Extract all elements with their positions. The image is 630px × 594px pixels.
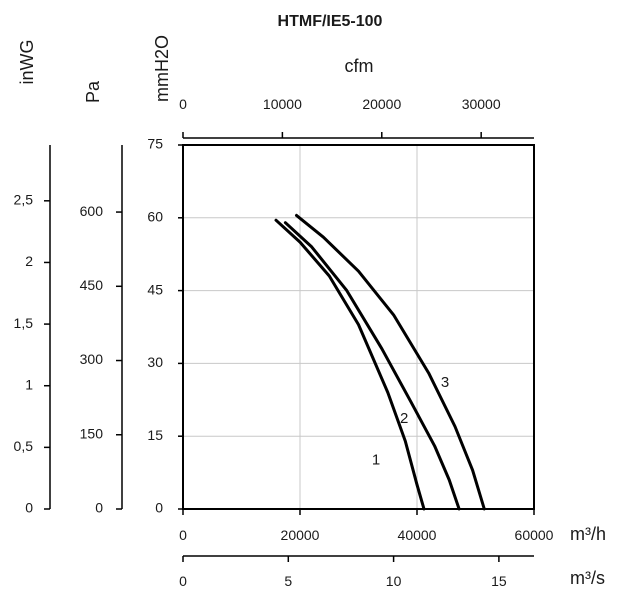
- m3h-tick-label: 0: [179, 527, 187, 543]
- curve-3: [295, 213, 486, 511]
- cfm-axis: 0 10000 20000 30000: [179, 96, 534, 139]
- pa-tick-label: 300: [80, 351, 104, 367]
- inwg-axis: 0 0,5 1 1,5 2 2,5: [14, 145, 51, 516]
- curve-labels: 1 2 3: [372, 374, 449, 469]
- pa-tick-label: 600: [80, 203, 104, 219]
- m3h-axis: 0 20000 40000 60000: [179, 509, 554, 543]
- mmh2o-tick-label: 0: [155, 500, 163, 516]
- inwg-tick-label: 2: [25, 253, 33, 269]
- pa-tick-label: 0: [95, 500, 103, 516]
- pa-unit-label: Pa: [83, 80, 103, 103]
- mmh2o-tick-label: 45: [147, 281, 163, 297]
- pa-axis: 0 150 300 450 600: [80, 145, 123, 516]
- m3s-tick-label: 10: [386, 573, 402, 589]
- m3s-unit-label: m³/s: [570, 568, 605, 588]
- inwg-tick-label: 1: [25, 376, 33, 392]
- curve-2: [283, 221, 461, 511]
- m3s-tick-label: 5: [284, 573, 292, 589]
- cfm-tick-label: 30000: [462, 96, 501, 112]
- inwg-unit-label: inWG: [17, 40, 37, 85]
- mmh2o-axis: 0 15 30 45 60 75: [147, 136, 183, 516]
- m3h-tick-label: 40000: [398, 527, 437, 543]
- mmh2o-tick-label: 60: [147, 209, 163, 225]
- m3s-tick-label: 15: [491, 573, 507, 589]
- inwg-tick-label: 0: [25, 500, 33, 516]
- m3h-tick-label: 20000: [281, 527, 320, 543]
- cfm-tick-label: 0: [179, 96, 187, 112]
- m3s-axis: 0 5 10 15: [179, 555, 534, 589]
- inwg-tick-label: 0,5: [14, 438, 34, 454]
- mmh2o-tick-label: 30: [147, 354, 163, 370]
- chart-title: HTMF/IE5-100: [278, 13, 383, 30]
- curves: [274, 213, 486, 511]
- mmh2o-tick-label: 75: [147, 136, 163, 152]
- curve-1: [274, 218, 426, 511]
- pa-tick-label: 150: [80, 425, 104, 441]
- m3s-tick-label: 0: [179, 573, 187, 589]
- grid: [183, 145, 534, 509]
- cfm-tick-label: 10000: [263, 96, 302, 112]
- cfm-unit-label: cfm: [345, 56, 374, 76]
- curve-label-3: 3: [441, 374, 449, 391]
- curve-label-1: 1: [372, 451, 380, 468]
- mmh2o-unit-label: mmH2O: [152, 35, 172, 102]
- curve-label-2: 2: [400, 410, 408, 427]
- plot-frame: [182, 144, 535, 510]
- inwg-tick-label: 1,5: [14, 315, 34, 331]
- mmh2o-tick-label: 15: [147, 427, 163, 443]
- pa-tick-label: 450: [80, 277, 104, 293]
- inwg-tick-label: 2,5: [14, 192, 34, 208]
- cfm-tick-label: 20000: [362, 96, 401, 112]
- m3h-unit-label: m³/h: [570, 524, 606, 544]
- m3h-tick-label: 60000: [515, 527, 554, 543]
